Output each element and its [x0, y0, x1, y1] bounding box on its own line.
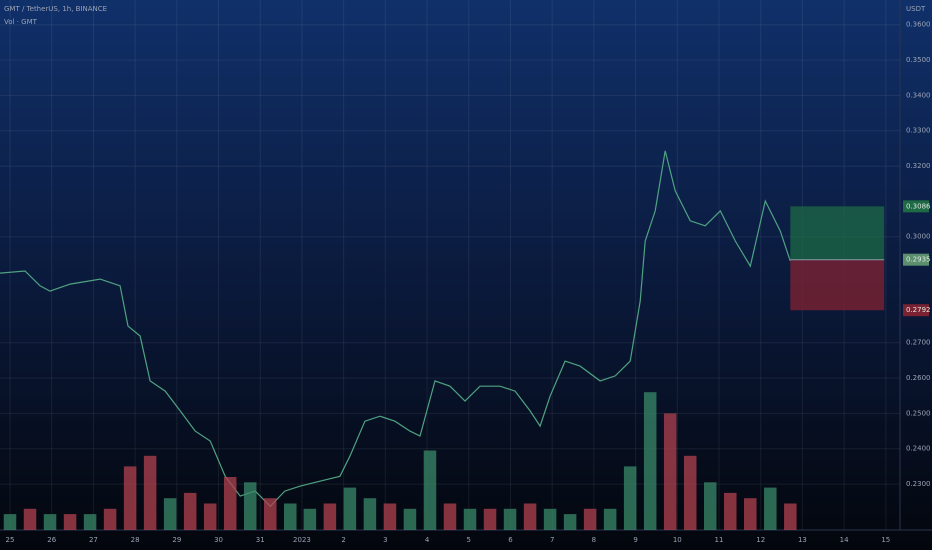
loss-zone — [790, 259, 885, 311]
x-tick-label: 7 — [550, 536, 554, 544]
volume-bar — [103, 508, 117, 530]
y-tick-label: 0.3400 — [906, 91, 931, 99]
volume-bar — [483, 508, 497, 530]
volume-bar — [643, 392, 657, 530]
x-tick-label: 25 — [6, 536, 15, 544]
axis-unit: USDT — [906, 5, 926, 13]
price-tag-label: 0.3086 — [906, 202, 931, 210]
volume-bar — [123, 466, 137, 530]
volume-bar — [463, 508, 477, 530]
volume-bar — [143, 455, 157, 530]
volume-bar — [243, 482, 257, 530]
volume-bar — [303, 508, 317, 530]
chart-title: GMT / TetherUS, 1h, BINANCE — [4, 5, 107, 13]
x-tick-label: 3 — [383, 536, 387, 544]
y-tick-label: 0.2600 — [906, 374, 931, 382]
volume-bar — [623, 466, 637, 530]
volume-bar — [523, 503, 537, 530]
volume-bar — [343, 487, 357, 530]
x-tick-label: 4 — [425, 536, 430, 544]
volume-bar — [383, 503, 397, 530]
volume-bar — [503, 508, 517, 530]
price-tag — [903, 200, 929, 213]
volume-bar — [203, 503, 217, 530]
price-tag-label: 0.2792 — [906, 306, 931, 314]
x-tick-label: 31 — [256, 536, 265, 544]
y-tick-label: 0.3200 — [906, 162, 931, 170]
x-tick-label: 13 — [798, 536, 807, 544]
x-tick-label: 29 — [172, 536, 181, 544]
x-tick-label: 28 — [131, 536, 140, 544]
volume-bar — [744, 498, 757, 530]
x-tick-label: 5 — [467, 536, 471, 544]
x-tick-label: 8 — [592, 536, 596, 544]
x-tick-label: 30 — [214, 536, 223, 544]
volume-bar — [543, 508, 557, 530]
x-tick-label: 27 — [89, 536, 98, 544]
y-tick-label: 0.3500 — [906, 56, 931, 64]
volume-bar — [223, 477, 237, 530]
volume-bar — [724, 492, 737, 530]
price-tag — [903, 304, 929, 317]
x-tick-label: 2023 — [293, 536, 311, 544]
price-tag — [903, 253, 929, 266]
volume-bar — [263, 498, 277, 530]
volume-bar — [764, 487, 777, 530]
x-tick-label: 10 — [673, 536, 682, 544]
volume-bar — [403, 508, 417, 530]
volume-bar — [443, 503, 457, 530]
x-tick-label: 11 — [715, 536, 724, 544]
volume-bar — [284, 503, 297, 530]
x-tick-label: 26 — [47, 536, 56, 544]
x-tick-label: 14 — [840, 536, 849, 544]
volume-bar — [423, 450, 437, 530]
price-tag-label: 0.2935 — [906, 256, 931, 264]
volume-bar — [163, 498, 177, 530]
y-tick-label: 0.3600 — [906, 21, 931, 29]
y-tick-label: 0.2300 — [906, 480, 931, 488]
volume-bar — [683, 455, 697, 530]
volume-bar — [43, 514, 57, 530]
y-tick-label: 0.2700 — [906, 339, 931, 347]
price-line — [0, 150, 791, 508]
volume-bar — [583, 508, 597, 530]
y-tick-label: 0.2400 — [906, 445, 931, 453]
volume-bar — [663, 413, 677, 530]
volume-legend: Vol · GMT — [4, 18, 38, 26]
y-tick-label: 0.2500 — [906, 409, 931, 417]
x-tick-label: 12 — [756, 536, 765, 544]
volume-bar — [603, 508, 617, 530]
profit-zone — [790, 206, 885, 260]
volume-bar — [323, 503, 337, 530]
x-tick-label: 6 — [508, 536, 513, 544]
volume-bar — [784, 503, 797, 530]
volume-bar — [703, 482, 717, 530]
y-tick-label: 0.3000 — [906, 233, 931, 241]
volume-bar — [563, 514, 577, 530]
volume-bar — [3, 514, 17, 530]
volume-bar — [183, 492, 197, 530]
volume-bar — [363, 498, 377, 530]
x-tick-label: 15 — [881, 536, 890, 544]
x-tick-label: 9 — [633, 536, 637, 544]
y-tick-label: 0.3300 — [906, 127, 931, 135]
volume-bar — [83, 514, 97, 530]
x-tick-label: 2 — [341, 536, 345, 544]
volume-bar — [23, 508, 37, 530]
volume-bar — [63, 514, 77, 530]
